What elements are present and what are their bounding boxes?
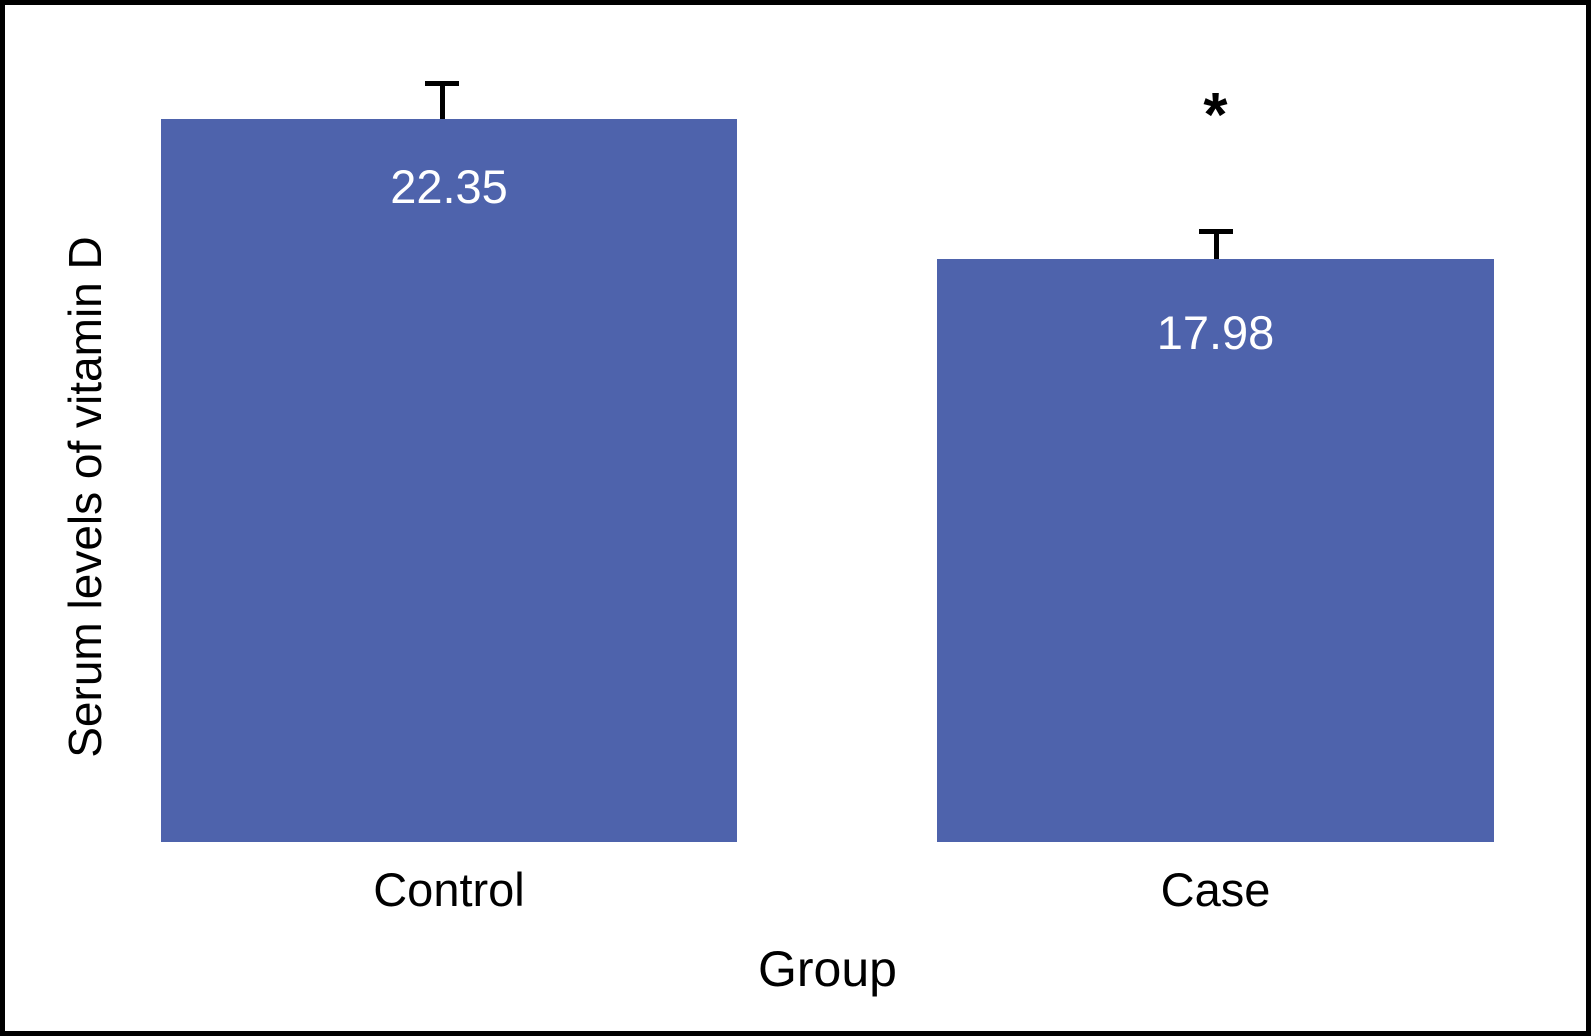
bar-value-label-case: 17.98 <box>1156 306 1275 359</box>
error-bar-cap <box>425 81 459 86</box>
bar-value-label-control: 22.35 <box>390 160 508 213</box>
bar-case: 17.98 <box>937 259 1494 842</box>
x-tick-label-case: Case <box>1160 863 1271 916</box>
error-bar-stem <box>439 86 445 119</box>
x-tick-label-control: Control <box>373 863 525 916</box>
error-bar-control <box>425 81 459 119</box>
significance-asterisk: * <box>1203 81 1228 150</box>
y-axis-label: Serum levels of vitamin D <box>59 236 111 758</box>
x-axis-label: Group <box>758 941 897 997</box>
error-bar-stem <box>1213 234 1219 259</box>
bar-control: 22.35 <box>161 119 737 842</box>
error-bar-case <box>1199 229 1233 259</box>
error-bar-cap <box>1199 229 1233 234</box>
